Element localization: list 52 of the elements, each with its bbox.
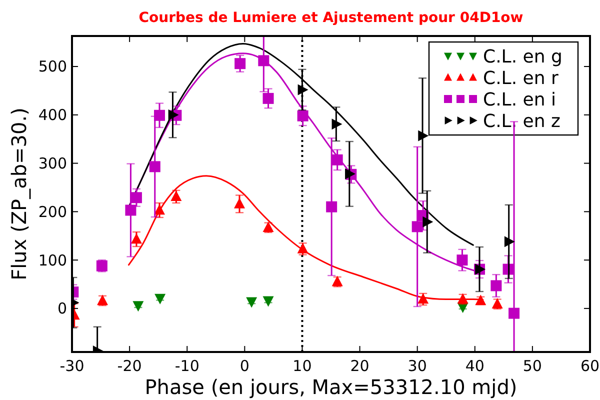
- point: [332, 154, 343, 166]
- x-tick-label: -10: [174, 357, 200, 375]
- x-tick-label: 40: [465, 357, 484, 375]
- point: [234, 198, 245, 208]
- point: [154, 204, 165, 215]
- x-tick-label: 10: [292, 357, 312, 375]
- point: [298, 84, 308, 96]
- y-tick-label: 400: [38, 106, 67, 124]
- x-tick-label: 50: [522, 357, 542, 375]
- point: [332, 118, 342, 130]
- point: [170, 190, 182, 202]
- point: [262, 92, 274, 104]
- point: [234, 58, 246, 70]
- point: [246, 297, 258, 308]
- point: [125, 204, 136, 216]
- point: [504, 236, 515, 248]
- point: [149, 161, 160, 172]
- y-tick-label: 200: [38, 202, 67, 221]
- point: [490, 280, 502, 292]
- chart-title: Courbes de Lumiere et Ajustement pour 04D1ow: [138, 10, 524, 26]
- point: [297, 110, 308, 122]
- point: [418, 130, 429, 142]
- point: [456, 254, 468, 266]
- x-tick-label: 30: [408, 357, 427, 375]
- point: [326, 201, 338, 212]
- y-tick-label: 300: [38, 154, 67, 173]
- point: [262, 296, 274, 307]
- y-tick-label: 100: [38, 251, 67, 270]
- point: [297, 242, 308, 254]
- point: [168, 109, 179, 120]
- point: [132, 301, 144, 312]
- point: [508, 308, 520, 319]
- x-tick-label: 20: [350, 357, 370, 375]
- x-tick-label: -30: [60, 357, 84, 375]
- point: [154, 294, 166, 304]
- y-tick-label: 500: [38, 58, 67, 76]
- point: [130, 192, 142, 204]
- x-tick-label: -20: [117, 357, 142, 375]
- x-tick-label: 60: [580, 357, 600, 375]
- x-axis-title: Phase (en jours, Max=53312.10 mjd): [144, 375, 518, 399]
- point: [258, 55, 270, 66]
- point: [130, 233, 142, 244]
- legend-label: C.L. en r: [483, 68, 559, 89]
- legend-label: C.L. en z: [483, 110, 560, 132]
- y-axis-title: Flux (ZP_ab=30.): [7, 108, 31, 280]
- y-tick-label: 0: [57, 300, 67, 318]
- legend-label: C.L. en i: [483, 89, 556, 110]
- point: [412, 221, 423, 232]
- point: [422, 216, 434, 228]
- point: [154, 110, 165, 121]
- x-tick-label: 0: [240, 357, 250, 375]
- legend-label: C.L. en g: [483, 46, 562, 68]
